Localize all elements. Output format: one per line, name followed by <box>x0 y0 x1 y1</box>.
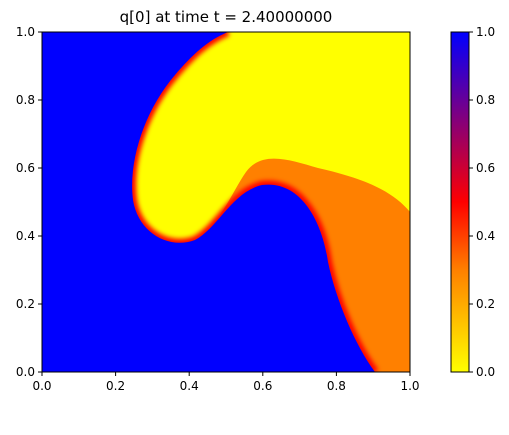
red-transition-band <box>128 32 379 372</box>
colorbar-frame <box>450 31 470 373</box>
blue-region <box>42 32 375 372</box>
colorbar-tick-label: 0.2 <box>476 297 495 311</box>
colorbar-tick-label: 1.0 <box>476 25 495 39</box>
colorbar-gradient <box>451 32 469 372</box>
x-tick-label: 0.4 <box>180 379 199 393</box>
chart-title: q[0] at time t = 2.40000000 <box>120 8 333 26</box>
plot-area <box>42 32 410 372</box>
colorbar-tick-label: 0.4 <box>476 229 495 243</box>
yellow-region <box>132 32 410 243</box>
x-axis: 0.0 0.2 0.4 0.6 0.8 1.0 <box>32 372 420 393</box>
colorbar-tick-label: 0.0 <box>476 365 495 379</box>
y-tick-label: 1.0 <box>16 25 35 39</box>
x-tick-label: 0.6 <box>253 379 272 393</box>
y-tick-label: 0.4 <box>16 229 35 243</box>
colorbar-tick-label: 0.8 <box>476 93 495 107</box>
colorbar: 0.0 0.2 0.4 0.6 0.8 1.0 <box>450 25 495 379</box>
x-tick-label: 0.8 <box>327 379 346 393</box>
colorbar-tick-label: 0.6 <box>476 161 495 175</box>
y-tick-label: 0.2 <box>16 297 35 311</box>
y-tick-label: 0.0 <box>16 365 35 379</box>
y-tick-label: 0.8 <box>16 93 35 107</box>
x-tick-label: 1.0 <box>400 379 419 393</box>
plot-frame <box>41 31 411 373</box>
x-tick-label: 0.0 <box>32 379 51 393</box>
y-axis: 0.0 0.2 0.4 0.6 0.8 1.0 <box>16 25 42 379</box>
x-tick-label: 0.2 <box>106 379 125 393</box>
y-tick-label: 0.6 <box>16 161 35 175</box>
